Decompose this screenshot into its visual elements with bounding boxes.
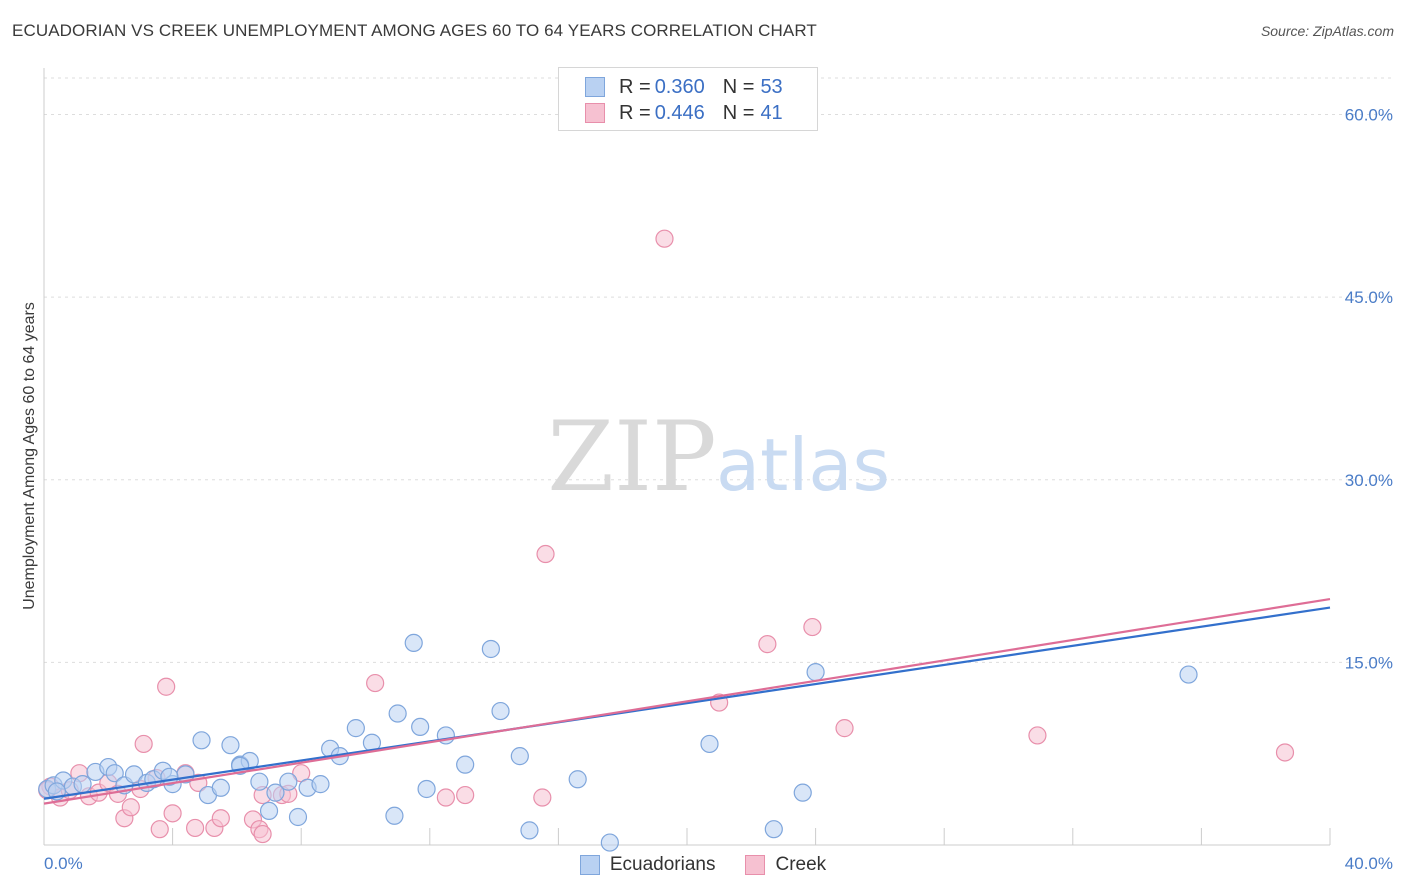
trend-lines bbox=[43, 597, 1331, 805]
ecuadorian-point bbox=[806, 663, 825, 682]
ecuadorian-point bbox=[568, 770, 587, 789]
ecuadorian-point bbox=[124, 765, 144, 784]
ecuadorian-point bbox=[288, 807, 308, 827]
legend-row-ecuadorians: R = 0.360 N = 53 bbox=[585, 74, 783, 100]
creek-point bbox=[758, 635, 777, 654]
watermark: ZIP atlas bbox=[547, 401, 890, 513]
creek-swatch bbox=[745, 855, 766, 875]
ecuadorian-point bbox=[385, 806, 404, 825]
legend-label-ecuadorians: Ecuadorians bbox=[609, 854, 716, 875]
y-tick-label: 30.0% bbox=[1345, 471, 1393, 490]
legend-r-label: R = bbox=[619, 75, 651, 98]
ecuadorian-point bbox=[105, 764, 124, 783]
creek-trend-line bbox=[43, 597, 1331, 805]
ecuadorian-point bbox=[73, 775, 92, 794]
ecuadorian-point bbox=[346, 719, 365, 738]
grid-lines bbox=[44, 77, 1392, 663]
ecuadorian-point bbox=[388, 704, 407, 723]
creek-point bbox=[157, 677, 176, 696]
bottom-legend: Ecuadorians Creek bbox=[0, 851, 1406, 879]
axis-labels: 15.0% 30.0% 45.0% 60.0% 0.0% 40.0% Unemploymen… bbox=[21, 106, 1393, 873]
creek-swatch bbox=[585, 103, 605, 123]
legend-item-ecuadorians: Ecuadorians bbox=[579, 854, 716, 876]
ecuadorians-swatch bbox=[579, 855, 600, 875]
creek-point bbox=[163, 804, 182, 823]
legend-r-value: 0.446 bbox=[654, 101, 705, 124]
x-tick-label: 40.0% bbox=[1345, 854, 1393, 873]
x-tick-label: 0.0% bbox=[44, 854, 83, 873]
y-axis-title: Unemployment Among Ages 60 to 64 years bbox=[21, 302, 38, 610]
ecuadorian-point bbox=[700, 734, 719, 754]
creek-point bbox=[456, 785, 475, 805]
ecuadorian-point bbox=[1179, 665, 1198, 684]
creek-point bbox=[366, 673, 385, 693]
creek-point bbox=[803, 617, 822, 637]
ecuadorian-point bbox=[279, 772, 298, 791]
creek-point bbox=[436, 788, 455, 807]
creek-point bbox=[533, 788, 552, 807]
ecuadorian-point bbox=[481, 639, 500, 659]
ecuadorian-point bbox=[417, 779, 436, 799]
ecuadorian-point bbox=[520, 821, 539, 840]
y-tick-label: 45.0% bbox=[1345, 288, 1393, 307]
ecuadorian-point bbox=[456, 755, 475, 774]
chart-title: ECUADORIAN VS CREEK UNEMPLOYMENT AMONG A… bbox=[12, 21, 817, 40]
creek-point bbox=[655, 229, 674, 248]
creek-point bbox=[186, 818, 205, 838]
legend-row-creek: R = 0.446 N = 41 bbox=[585, 100, 783, 126]
legend-label-creek: Creek bbox=[775, 854, 827, 875]
creek-point bbox=[253, 824, 272, 844]
creek-point bbox=[150, 820, 169, 839]
y-tick-label: 60.0% bbox=[1345, 106, 1393, 125]
ecuadorian-point bbox=[192, 731, 211, 750]
creek-point bbox=[1275, 743, 1295, 762]
ecuadorian-point bbox=[491, 701, 510, 721]
legend-n-value: 41 bbox=[760, 101, 783, 124]
creek-point bbox=[835, 719, 854, 738]
creek-point bbox=[1028, 726, 1047, 745]
ecuadorian-point bbox=[259, 801, 279, 821]
ecuadorian-point bbox=[211, 778, 230, 797]
ecuadorian-point bbox=[510, 747, 529, 766]
y-tick-label: 15.0% bbox=[1345, 653, 1393, 672]
ecuadorian-point bbox=[221, 736, 240, 755]
ecuadorian-point bbox=[600, 833, 619, 852]
legend-r-label: R = bbox=[619, 101, 651, 124]
legend-n-label: N = bbox=[722, 75, 755, 98]
creek-point bbox=[134, 734, 153, 754]
source-label: Source: ZipAtlas.com bbox=[1260, 23, 1394, 39]
creek-point bbox=[121, 798, 140, 817]
creek-point bbox=[536, 544, 555, 564]
ecuadorians-trend-line bbox=[43, 606, 1331, 800]
legend-r-value: 0.360 bbox=[654, 75, 705, 98]
ecuadorian-point bbox=[411, 717, 430, 737]
ecuadorian-point bbox=[404, 633, 423, 653]
creek-point bbox=[211, 809, 230, 828]
watermark-zip: ZIP bbox=[547, 401, 716, 513]
ecuadorian-point bbox=[793, 783, 812, 802]
ecuadorian-point bbox=[250, 772, 269, 791]
axes bbox=[43, 68, 1331, 846]
legend-n-label: N = bbox=[722, 101, 755, 124]
ecuadorians-swatch bbox=[585, 77, 605, 97]
legend-item-creek: Creek bbox=[745, 854, 826, 876]
legend: R = 0.360 N = 53 R = 0.446 N = 41 bbox=[558, 67, 818, 131]
ecuadorian-point bbox=[266, 783, 285, 802]
ecuadorian-point bbox=[311, 775, 330, 794]
ecuadorian-point bbox=[764, 820, 783, 839]
watermark-atlas: atlas bbox=[716, 423, 890, 507]
legend-n-value: 53 bbox=[760, 75, 783, 98]
